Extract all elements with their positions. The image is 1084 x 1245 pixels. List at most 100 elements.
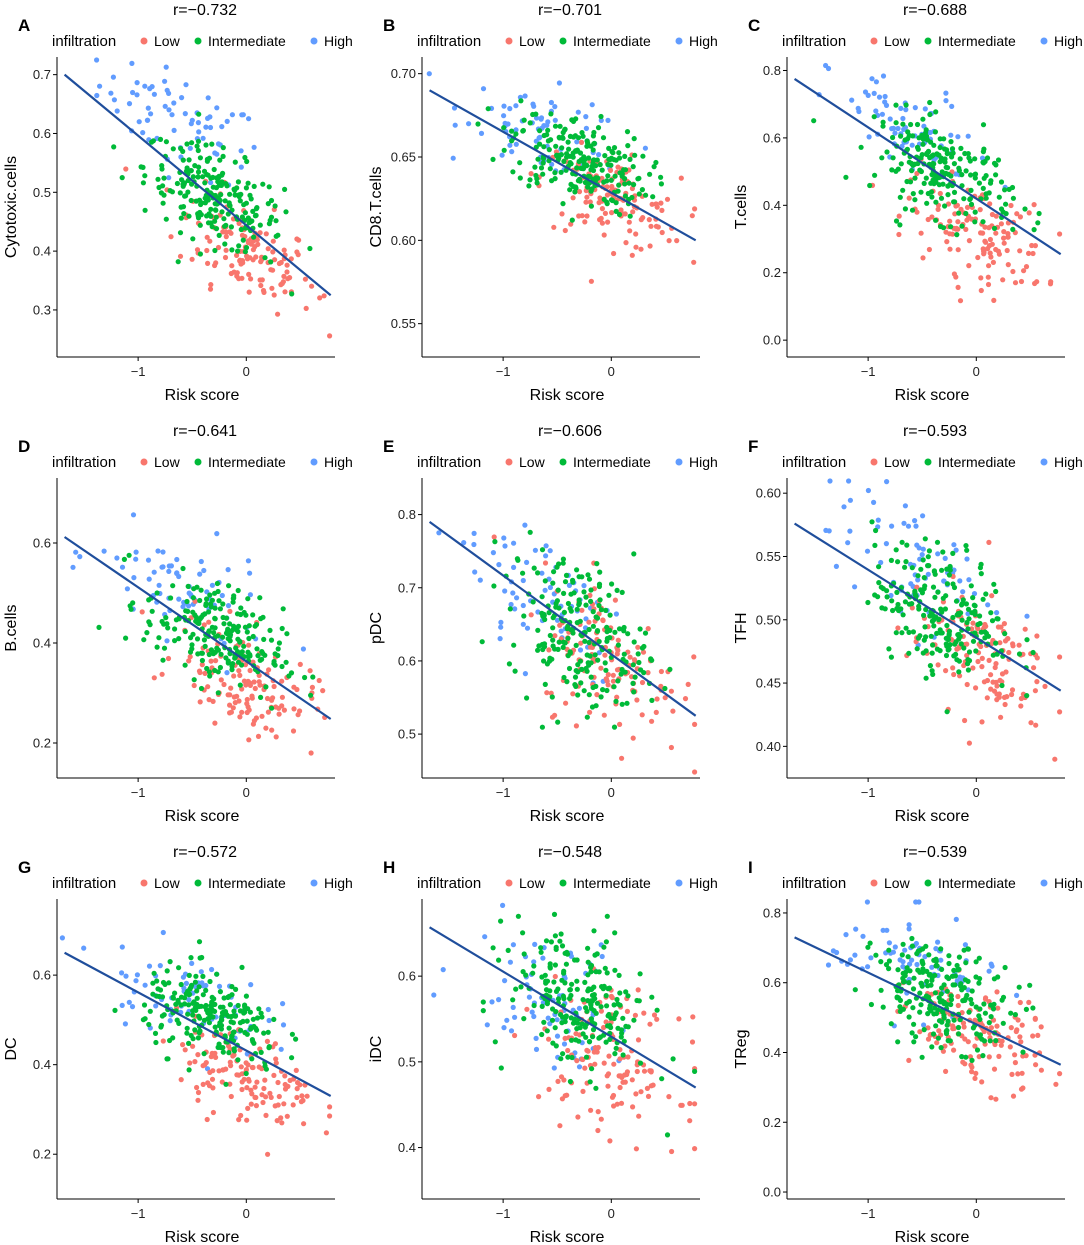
point-high — [847, 497, 854, 503]
point-low — [968, 1062, 974, 1068]
point-low — [955, 993, 961, 1000]
point-intermediate — [585, 972, 591, 978]
point-intermediate — [918, 1002, 924, 1008]
point-intermediate — [541, 1019, 547, 1025]
point-intermediate — [241, 643, 247, 649]
point-intermediate — [231, 1008, 237, 1014]
point-low — [282, 1086, 289, 1092]
point-low — [245, 1062, 251, 1068]
point-intermediate — [852, 987, 858, 993]
point-low — [1000, 277, 1006, 283]
point-intermediate — [225, 626, 231, 632]
point-low — [231, 1052, 237, 1058]
point-low — [587, 709, 593, 715]
point-low — [208, 1054, 214, 1060]
point-intermediate — [601, 179, 607, 185]
point-low — [678, 175, 684, 181]
point-low — [151, 675, 157, 681]
point-intermediate — [246, 635, 252, 642]
point-intermediate — [561, 609, 568, 616]
point-high — [543, 553, 549, 559]
point-low — [236, 276, 242, 282]
point-intermediate — [245, 596, 251, 602]
point-intermediate — [893, 547, 899, 553]
point-intermediate — [937, 144, 943, 151]
point-low — [909, 605, 915, 611]
point-intermediate — [520, 930, 526, 936]
point-high — [906, 926, 912, 932]
point-low — [991, 297, 997, 303]
point-high — [539, 570, 545, 576]
point-low — [268, 267, 274, 273]
point-low — [195, 1052, 201, 1058]
point-low — [606, 1053, 612, 1059]
point-intermediate — [157, 136, 164, 142]
point-intermediate — [152, 1030, 159, 1036]
point-intermediate — [940, 595, 946, 601]
point-intermediate — [226, 993, 232, 999]
x-tick-label: 0 — [608, 1206, 615, 1221]
point-intermediate — [551, 911, 558, 918]
legend-label-low: Low — [519, 454, 546, 470]
point-low — [1014, 1027, 1020, 1033]
y-axis-label: Cytotoxic.cells — [3, 156, 20, 258]
point-intermediate — [910, 1005, 916, 1011]
point-intermediate — [174, 1017, 180, 1023]
point-high — [964, 556, 970, 562]
point-intermediate — [900, 941, 906, 947]
point-intermediate — [206, 155, 213, 161]
point-intermediate — [946, 572, 953, 578]
point-intermediate — [237, 198, 243, 204]
point-low — [187, 654, 193, 660]
point-intermediate — [583, 1005, 589, 1011]
point-low — [570, 195, 576, 201]
y-tick-label: 0.4 — [763, 198, 781, 213]
point-intermediate — [598, 607, 605, 613]
point-intermediate — [948, 1001, 954, 1008]
point-intermediate — [289, 291, 295, 297]
point-intermediate — [217, 157, 223, 163]
point-low — [585, 1048, 591, 1054]
point-low — [957, 673, 963, 679]
point-intermediate — [865, 599, 871, 606]
point-low — [246, 737, 252, 743]
point-intermediate — [190, 595, 196, 601]
point-intermediate — [991, 1001, 997, 1007]
point-low — [610, 1092, 617, 1099]
point-low — [275, 1079, 281, 1086]
point-intermediate — [908, 121, 914, 128]
point-high — [883, 541, 890, 547]
point-high — [971, 591, 978, 597]
point-low — [546, 647, 552, 653]
point-intermediate — [217, 664, 223, 671]
point-intermediate — [121, 556, 127, 563]
point-intermediate — [938, 1045, 944, 1051]
point-low — [645, 1093, 652, 1099]
points-intermediate — [112, 939, 299, 1087]
point-intermediate — [232, 187, 238, 193]
point-low — [273, 704, 279, 710]
point-intermediate — [922, 536, 928, 542]
point-intermediate — [944, 988, 950, 994]
point-intermediate — [895, 601, 901, 608]
point-low — [528, 612, 534, 618]
point-low — [222, 254, 229, 261]
point-high — [825, 962, 832, 968]
point-intermediate — [513, 131, 519, 137]
point-low — [552, 633, 558, 639]
point-low — [994, 697, 1000, 703]
point-low — [993, 213, 999, 219]
point-intermediate — [558, 169, 564, 175]
point-intermediate — [590, 684, 596, 691]
point-high — [583, 125, 590, 131]
point-intermediate — [915, 573, 921, 579]
point-intermediate — [220, 634, 226, 640]
point-high — [426, 71, 432, 77]
point-low — [212, 720, 218, 726]
point-low — [666, 238, 672, 244]
point-low — [200, 1063, 206, 1069]
point-intermediate — [541, 611, 547, 618]
point-intermediate — [229, 1033, 235, 1040]
point-intermediate — [648, 656, 654, 662]
point-intermediate — [194, 636, 201, 642]
